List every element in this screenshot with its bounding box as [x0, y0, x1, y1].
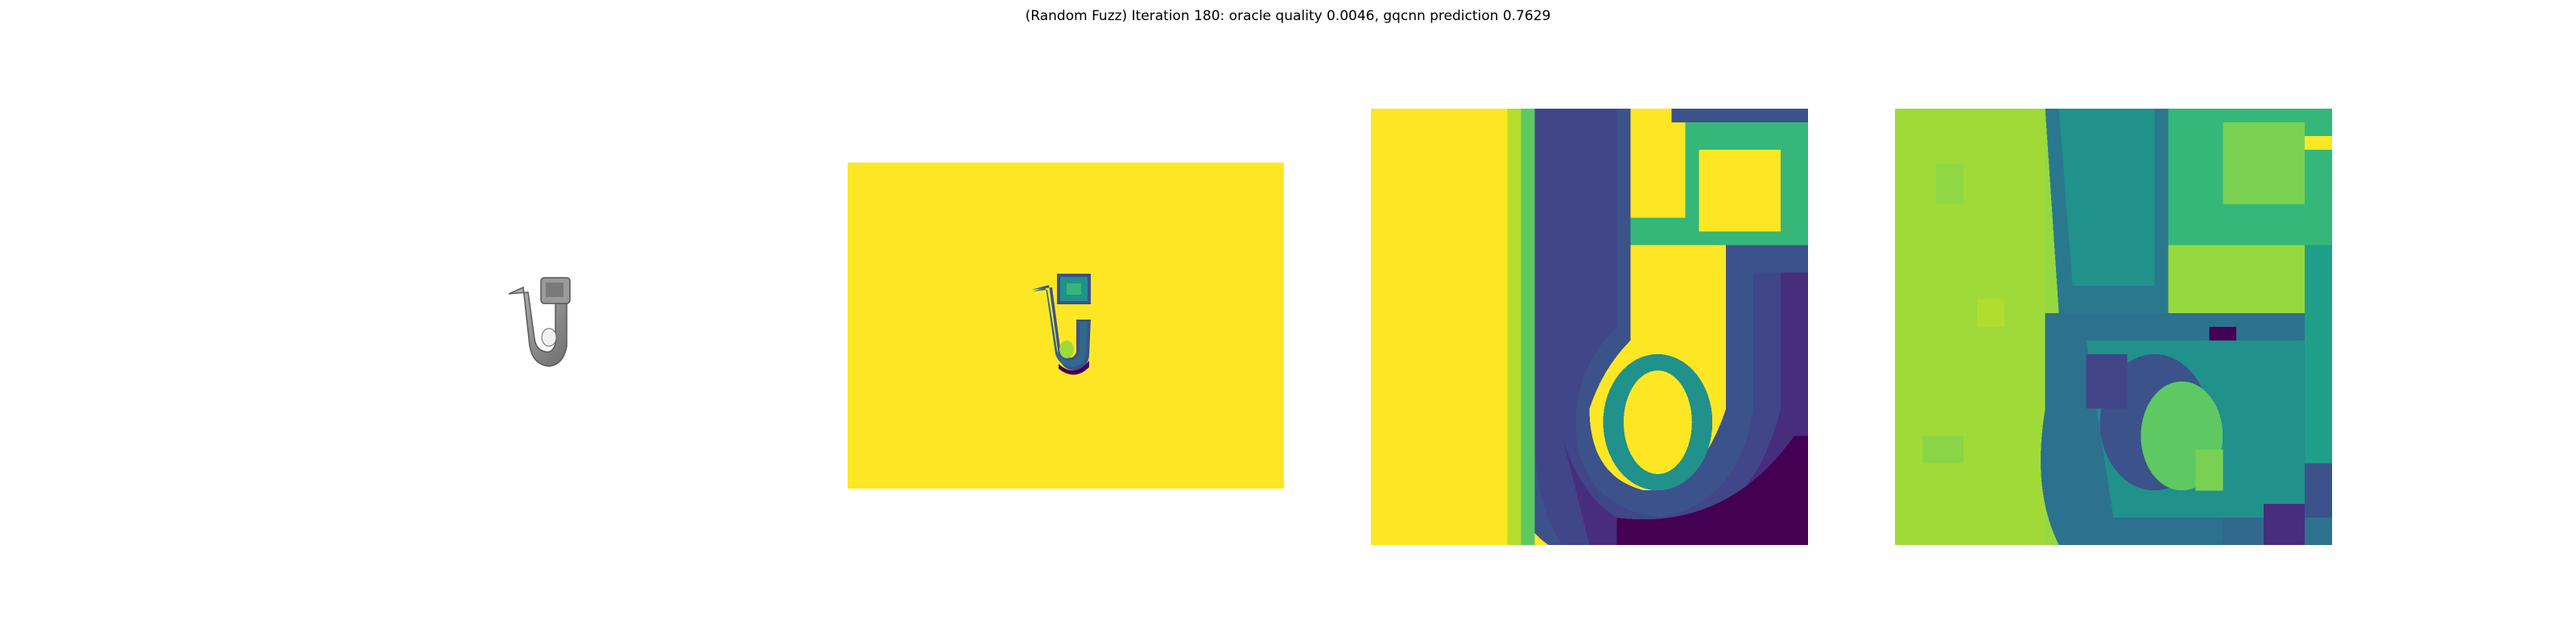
figure-title: (Random Fuzz) Iteration 180: oracle qual… — [1025, 8, 1551, 24]
fuzzed-depth-crop-panel — [1895, 109, 2332, 545]
depth-image-panel — [848, 163, 1284, 489]
depth-crop-panel — [1371, 109, 1808, 545]
depth-crop-image — [1371, 109, 1808, 545]
rendered-object-panel — [499, 270, 580, 382]
depth-image — [848, 163, 1284, 489]
rendered-object-image — [508, 277, 571, 367]
fuzzed-depth-crop-image — [1895, 109, 2332, 545]
